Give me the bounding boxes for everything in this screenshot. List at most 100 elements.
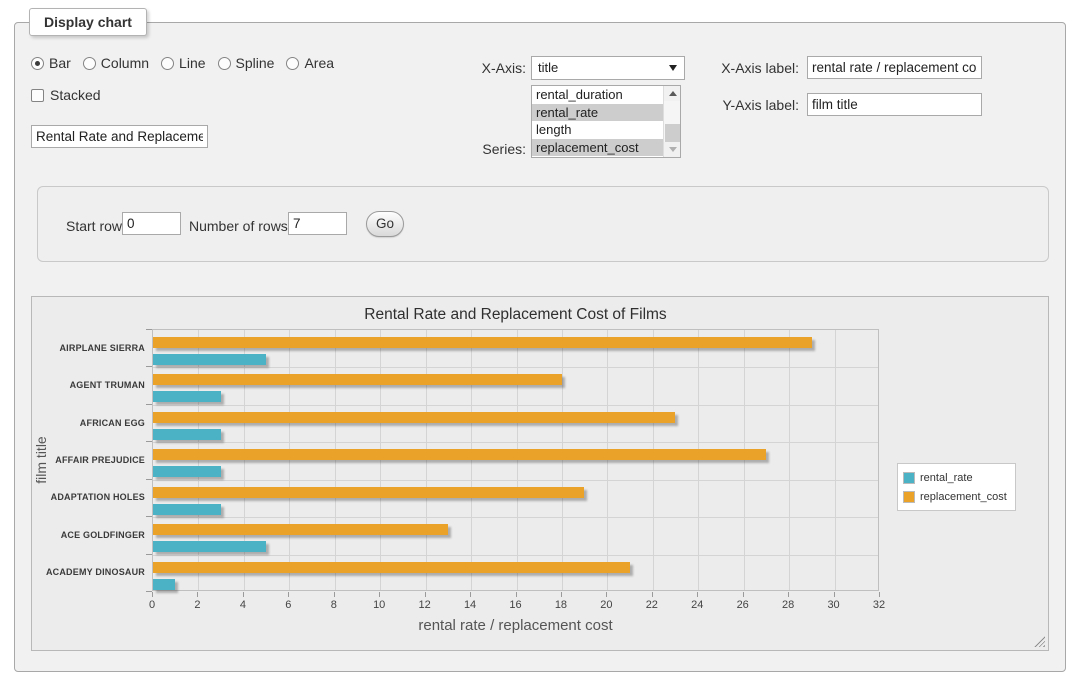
row-controls-panel: Start row: Number of rows: Go [37,186,1049,262]
radio-label: Spline [235,55,275,71]
series-option-rental_rate[interactable]: rental_rate [532,103,680,121]
bar-rental_rate-affair-prejudice [153,466,221,478]
y-tick [146,366,152,368]
series-option-rental_duration[interactable]: rental_duration [536,87,623,102]
x-tick-label: 18 [554,599,568,611]
x-tick-label: 4 [239,599,246,611]
x-axis-selected-value: title [538,60,559,75]
fieldset-legend: Display chart [29,8,147,36]
x-tick-label: 28 [782,599,795,611]
series-option-replacement_cost[interactable]: replacement_cost [532,138,680,156]
category-label: ACADEMY DINOSAUR [45,567,145,578]
plot-area [152,329,879,591]
y-tick [146,553,152,555]
x-tick-label: 20 [600,599,613,611]
x-axis-select[interactable]: title [531,56,685,80]
resize-handle-icon[interactable] [1034,636,1045,647]
bar-rental_rate-airplane-sierra [153,354,267,365]
x-tick [152,592,153,597]
y-tick [146,329,152,330]
x-tick [651,592,653,597]
x-tick-label: 8 [330,599,337,611]
bar-rental_rate-african-egg [153,428,221,440]
radio-circle-icon[interactable] [82,56,96,70]
radio-circle-icon[interactable] [217,56,231,70]
start-row-input[interactable] [122,212,181,235]
x-axis-title: rental rate / replacement cost [418,617,613,634]
y-tick [146,403,152,405]
x-tick [560,592,562,597]
y-tick [146,441,152,443]
num-rows-input[interactable] [288,212,347,235]
bar-rental_rate-ace-goldfinger [153,541,267,553]
radio-label: Area [304,55,335,71]
bar-rental_rate-adaptation-holes [153,503,221,515]
x-tick [697,592,699,597]
x-tick [606,592,608,597]
radio-circle-icon[interactable] [161,56,175,70]
radio-circle-icon[interactable] [31,56,44,70]
legend-swatch-icon [903,490,915,503]
x-tick-label: 14 [463,599,477,611]
x-tick-label: 26 [736,599,749,611]
bar-replacement_cost-affair-prejudice [153,449,767,461]
x-tick-label: 30 [827,599,840,611]
y-tick [146,516,152,518]
chart-title: Rental Rate and Replacement Cost of Film… [364,306,667,323]
x-tick [515,592,517,597]
radio-column[interactable]: Column [82,55,149,71]
legend-item-rental_rate: rental_rate [903,468,1007,487]
series-option-length[interactable]: length [536,122,572,137]
bar-rental_rate-agent-truman [153,391,221,403]
bar-replacement_cost-airplane-sierra [153,337,812,348]
series-listbox[interactable]: rental_duration rental_rate length replacem… [531,85,681,158]
radio-bar[interactable]: Bar [31,55,71,71]
x-tick-label: 12 [418,599,431,611]
series-select-label: Series: [482,141,526,157]
x-tick [288,592,290,597]
x-tick [833,592,835,597]
scrollbar-thumb[interactable] [665,124,680,143]
x-tick-label: 0 [148,599,156,611]
bar-replacement_cost-academy-dinosaur [153,561,630,573]
chart-title-input[interactable] [31,125,208,148]
num-rows-label: Number of rows: [189,218,292,234]
chart-panel: Rental Rate and Replacement Cost of Film… [31,296,1049,651]
scroll-up-icon[interactable] [664,86,680,101]
y-tick [146,591,152,592]
bar-replacement_cost-african-egg [153,411,676,423]
stacked-checkbox-row[interactable]: Stacked [31,87,101,103]
radio-spline[interactable]: Spline [217,55,275,71]
y-axis-label-input[interactable] [807,93,982,116]
scroll-down-icon[interactable] [664,142,680,157]
gridline [834,330,836,590]
y-tick [146,478,152,480]
gridline [153,479,878,481]
radio-area[interactable]: Area [286,55,334,71]
x-axis-select-label: X-Axis: [481,60,526,76]
chart-type-radio-group: Bar Column Line Spline Area [31,55,346,71]
series-options: rental_duration rental_rate length replacem… [532,86,680,156]
radio-line[interactable]: Line [161,55,206,71]
radio-label: Bar [49,55,71,71]
gridline [153,404,878,406]
legend-label: rental_rate [920,471,973,484]
radio-circle-icon[interactable] [286,56,300,70]
x-tick [379,592,381,597]
category-label: AFRICAN EGG [79,417,145,428]
stacked-checkbox[interactable] [31,88,44,102]
x-axis-label-label: X-Axis label: [721,60,799,76]
bar-replacement_cost-ace-goldfinger [153,524,449,536]
x-axis-label-input[interactable] [807,56,982,79]
x-tick [879,592,880,597]
gridline [153,367,878,369]
legend-label: replacement_cost [920,490,1007,503]
x-tick [197,592,199,597]
go-button[interactable]: Go [366,211,404,237]
bar-replacement_cost-adaptation-holes [153,486,585,498]
start-row-label: Start row: [66,218,126,234]
gridline [789,330,791,590]
x-tick [424,592,426,597]
series-scrollbar[interactable] [663,86,680,157]
x-tick [333,592,335,597]
